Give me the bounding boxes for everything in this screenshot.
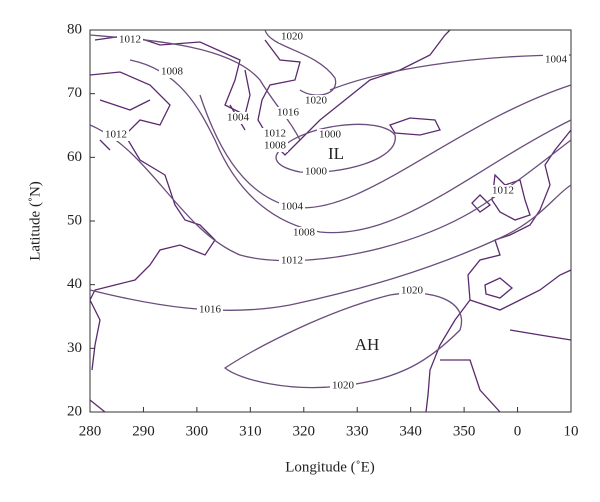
y-tick-label: 80 (67, 21, 82, 37)
x-tick-label: 300 (186, 423, 209, 439)
isobar (89, 124, 572, 262)
x-tick-label: 310 (239, 423, 262, 439)
x-tick-label: 0 (514, 423, 522, 439)
x-tick-label: 350 (453, 423, 476, 439)
contour-label: 1008 (293, 227, 316, 239)
isobar (275, 123, 396, 174)
contour-label: 1016 (199, 304, 222, 316)
label-backdrop (275, 107, 301, 119)
isobar (129, 59, 572, 234)
europe-coast (467, 129, 572, 311)
coastlines (89, 29, 572, 413)
isobars (89, 29, 572, 389)
label-backdrop (543, 54, 569, 66)
canada-coast (89, 71, 216, 301)
contour-label: 1020 (305, 95, 328, 107)
usa-coast (89, 299, 106, 413)
label-backdrop (262, 128, 288, 140)
label-backdrop (159, 66, 185, 78)
x-axis-label: Longitude (˚E) (285, 459, 375, 475)
isobar (223, 292, 463, 389)
iceland (389, 117, 441, 136)
arctic-islands (94, 34, 251, 151)
contour-label: 1008 (161, 66, 184, 78)
x-tick-label: 320 (293, 423, 316, 439)
contour-label: 1008 (264, 140, 287, 152)
isobar (89, 184, 572, 311)
label-backdrop (303, 95, 329, 107)
contour-label: 1004 (545, 54, 568, 66)
contour-label: 1004 (227, 112, 250, 124)
x-tick-label: 10 (564, 423, 579, 439)
contour-label: 1004 (281, 201, 304, 213)
label-backdrop (330, 380, 356, 392)
contour-label: 1000 (305, 166, 328, 178)
contour-label: 1020 (401, 285, 424, 297)
y-tick-label: 40 (67, 276, 82, 292)
y-tick-label: 30 (67, 340, 82, 356)
y-axis-label: Latitude (˚N) (27, 181, 43, 261)
x-tick-label: 340 (399, 423, 422, 439)
africa-coast (425, 299, 572, 413)
contour-label: 1012 (281, 255, 303, 267)
label-backdrop (117, 34, 143, 46)
label-backdrop (262, 140, 288, 152)
label-backdrop (291, 227, 317, 239)
y-tick-label: 60 (67, 149, 82, 165)
contour-label: 1016 (277, 107, 300, 119)
greenland-coast (257, 29, 451, 156)
pressure-center-label: IL (328, 144, 344, 163)
label-backdrop (490, 185, 516, 197)
y-tick-label: 50 (67, 212, 82, 228)
label-backdrop (279, 31, 305, 43)
x-tick-label: 280 (79, 423, 102, 439)
contour-label: 1020 (281, 31, 304, 43)
pressure-center-label: AH (355, 335, 380, 354)
contour-label: 1012 (264, 128, 286, 140)
label-backdrop (197, 304, 223, 316)
label-backdrop (317, 129, 343, 141)
label-backdrop (399, 285, 425, 297)
x-tick-label: 290 (132, 423, 155, 439)
contour-label: 1012 (119, 34, 141, 46)
contour-label: 1000 (319, 129, 342, 141)
label-layer: 280 290 300 310 320 330 340 350 0 10 80 70 60 50 40 30 2… (67, 21, 579, 439)
label-backdrop (225, 112, 251, 124)
contour-label: 1012 (105, 129, 127, 141)
label-backdrop (103, 129, 129, 141)
label-backdrop (303, 166, 329, 178)
x-tick-label: 330 (346, 423, 369, 439)
label-backdrop (279, 255, 305, 267)
plot-frame (89, 29, 572, 413)
isobar (264, 29, 337, 96)
contour-label: 1020 (332, 380, 355, 392)
isobar (199, 84, 572, 209)
y-tick-label: 70 (67, 85, 82, 101)
label-backdrop (279, 201, 305, 213)
y-tick-label: 20 (67, 403, 82, 419)
isobar (329, 54, 572, 91)
contour-label: 1012 (492, 185, 514, 197)
